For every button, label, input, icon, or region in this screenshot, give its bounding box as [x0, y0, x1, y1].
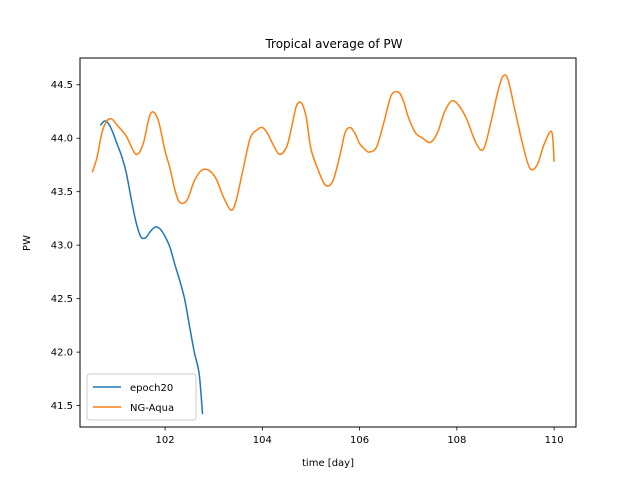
x-tick-label: 106	[350, 435, 369, 446]
x-tick-label: 102	[156, 435, 175, 446]
legend: epoch20 NG-Aqua	[86, 373, 197, 421]
x-axis-ticks: 102 104 106 108 110	[156, 427, 564, 446]
y-tick-label: 41.5	[51, 401, 73, 412]
y-axis-label: PW	[22, 235, 33, 251]
legend-label-ng-aqua: NG-Aqua	[130, 403, 174, 414]
y-axis-ticks: 41.5 42.0 42.5 43.0 43.5 44.0 44.5	[51, 80, 80, 412]
y-tick-label: 44.5	[51, 80, 73, 91]
chart-title: Tropical average of PW	[264, 37, 402, 51]
x-axis-label: time [day]	[302, 458, 354, 469]
series-line-epoch20	[99, 120, 204, 415]
x-tick-label: 104	[253, 435, 272, 446]
series-layer	[91, 74, 555, 415]
y-tick-label: 43.0	[51, 241, 73, 252]
axes-frame	[79, 57, 577, 428]
y-tick-label: 42.0	[51, 348, 73, 359]
plot-area	[79, 57, 577, 428]
series-line-ng-aqua	[91, 74, 555, 211]
y-tick-label: 44.0	[51, 134, 73, 145]
legend-label-epoch20: epoch20	[130, 383, 173, 394]
x-tick-label: 108	[447, 435, 466, 446]
x-tick-label: 110	[545, 435, 564, 446]
y-tick-label: 42.5	[51, 294, 73, 305]
legend-box	[86, 373, 197, 421]
y-tick-label: 43.5	[51, 187, 73, 198]
